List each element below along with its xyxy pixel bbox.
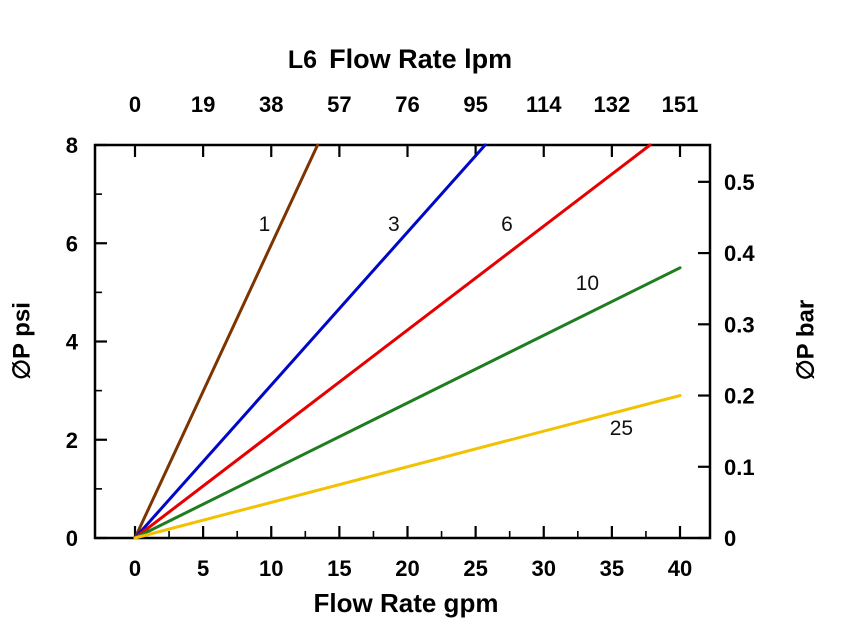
y-tick-label-bar: 0.2 — [724, 384, 755, 409]
x-tick-label-top: 95 — [463, 92, 487, 117]
y-tick-label-bar: 0.3 — [724, 312, 755, 337]
x-tick-label-top: 38 — [259, 92, 283, 117]
series-label-6: 6 — [501, 213, 513, 236]
series-line-10 — [133, 266, 682, 540]
x-axis-label-gpm: Flow Rate gpm — [313, 588, 499, 618]
x-tick-label-top: 151 — [662, 92, 699, 117]
y-tick-label-psi: 0 — [66, 526, 78, 551]
series-line-6 — [133, 143, 652, 540]
y-tick-label-psi: 8 — [66, 133, 78, 158]
chart-title: L6 Flow Rate lpm — [288, 44, 512, 75]
y-tick-label-psi: 2 — [66, 428, 78, 453]
x-tick-label-bottom: 40 — [668, 556, 692, 581]
series-label-25: 25 — [610, 417, 633, 440]
series-label-3: 3 — [388, 213, 400, 236]
x-tick-label-bottom: 20 — [395, 556, 419, 581]
x-tick-label-top: 19 — [191, 92, 215, 117]
x-tick-label-bottom: 25 — [463, 556, 487, 581]
series-label-1: 1 — [259, 213, 271, 236]
series-line-25 — [133, 394, 682, 540]
y-tick-label-bar: 0.5 — [724, 170, 755, 195]
y-tick-label-psi: 4 — [66, 330, 79, 355]
series-label-10: 10 — [576, 272, 599, 295]
y-tick-label-psi: 6 — [66, 231, 78, 256]
x-tick-label-top: 0 — [129, 92, 141, 117]
x-tick-label-bottom: 10 — [259, 556, 283, 581]
x-tick-label-top: 132 — [594, 92, 631, 117]
y-tick-label-bar: 0.1 — [724, 455, 755, 480]
x-tick-label-top: 76 — [395, 92, 419, 117]
x-tick-label-bottom: 0 — [129, 556, 141, 581]
x-tick-label-bottom: 35 — [600, 556, 624, 581]
x-tick-label-top: 57 — [327, 92, 351, 117]
x-tick-label-top: 114 — [526, 92, 562, 117]
x-tick-label-bottom: 30 — [532, 556, 556, 581]
series-line-3 — [133, 143, 487, 540]
x-tick-label-bottom: 15 — [327, 556, 351, 581]
y-tick-label-bar: 0 — [724, 526, 736, 551]
series-line-1 — [133, 143, 320, 540]
chart-title-prefix: L6 — [287, 46, 318, 74]
y-tick-label-bar: 0.4 — [724, 241, 755, 266]
x-tick-label-bottom: 5 — [197, 556, 209, 581]
chart-title-main: Flow Rate lpm — [329, 44, 513, 74]
